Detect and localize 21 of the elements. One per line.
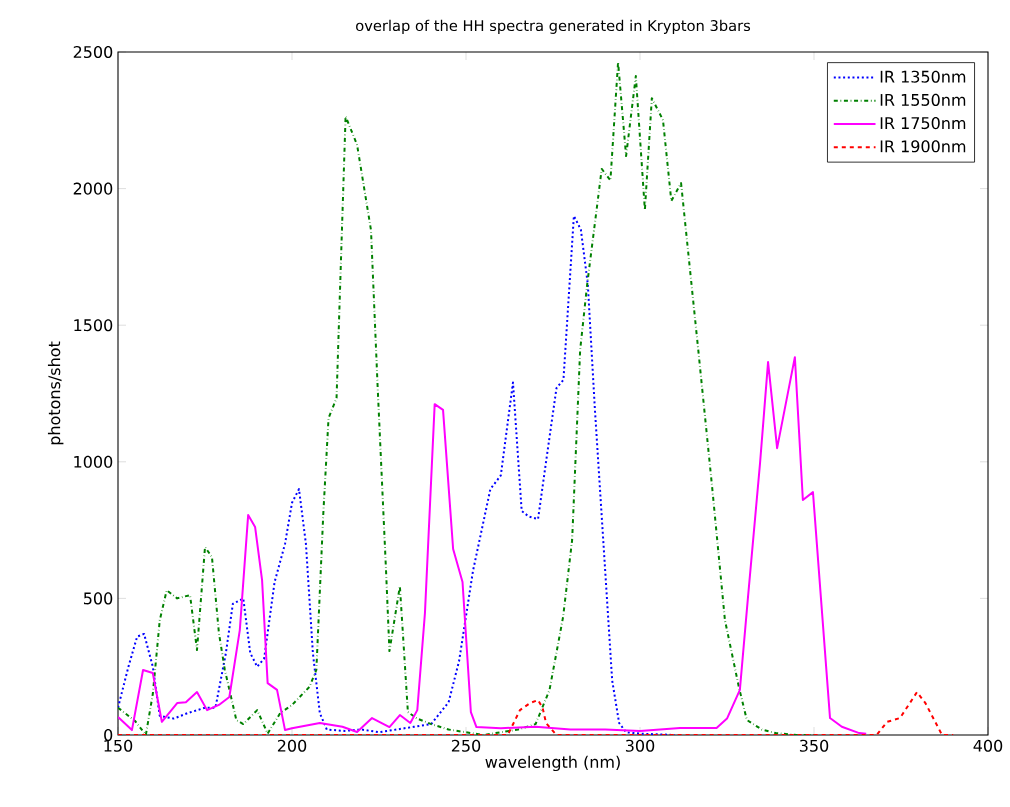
x-tick-label: 400 (973, 739, 1003, 752)
x-axis-title: wavelength (nm) (485, 755, 620, 772)
y-axis-title: photons/shot (47, 341, 64, 445)
y-tick-label: 1000 (74, 455, 113, 468)
line-series (118, 356, 868, 735)
x-tick-label: 350 (799, 739, 829, 752)
y-tick-label: 2500 (73, 45, 113, 59)
y-tick-label: 2000 (73, 182, 113, 195)
y-tick-label: 0 (104, 728, 113, 742)
x-tick-label: 300 (625, 739, 655, 752)
chart-title: overlap of the HH spectra generated in Krypton 3bars (356, 19, 751, 34)
legend-label: IR 1550nm (880, 93, 966, 106)
x-tick-label: 250 (451, 739, 481, 752)
line-series (118, 214, 676, 735)
y-tick-label: 1500 (74, 319, 113, 332)
x-tick-label: 200 (277, 739, 307, 752)
x-tick-label: 150 (104, 739, 133, 752)
legend-label: IR 1900nm (880, 140, 966, 153)
legend-label: IR 1350nm (880, 70, 966, 83)
legend-label: IR 1750nm (880, 117, 966, 130)
y-tick-label: 500 (83, 592, 113, 605)
